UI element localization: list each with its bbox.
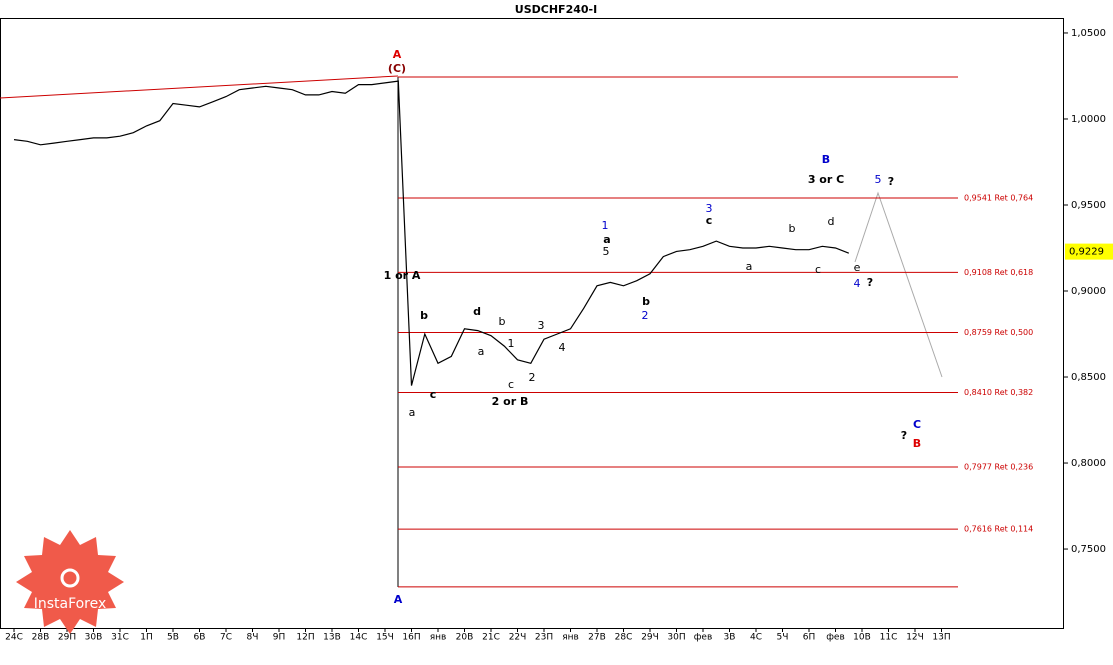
x-tick-label: 23П [535,633,553,643]
wave-label: 1 [508,337,515,350]
x-tick-label: 28В [32,633,50,643]
wave-label: 1 or A [384,269,421,282]
y-tick-label: 1,0500 [1071,28,1106,39]
x-tick-label: 3В [724,633,736,643]
wave-label: b [642,295,650,308]
x-tick-label: 12Ч [906,633,924,643]
wave-label: b [499,315,506,328]
wave-label: a [409,406,416,419]
wave-label: A [393,48,402,61]
retracement-label: 0,8410 Ret 0,382 [964,388,1033,397]
wave-label: c [508,378,514,391]
wave-label: B [822,153,830,166]
projection-line [854,191,943,378]
x-tick-label: фев [826,633,845,643]
x-tick-label: 22Ч [509,633,527,643]
chart-title: USDCHF240-I [515,3,597,16]
wave-label: 2 [529,371,536,384]
wave-label: d [473,305,481,318]
x-tick-label: 5Ч [777,633,789,643]
wave-label: 4 [854,277,861,290]
wave-label: 3 [538,319,545,332]
x-tick-label: 15Ч [376,633,394,643]
wave-label: 2 [642,309,649,322]
x-tick-label: 20В [456,633,474,643]
y-tick-label: 0,9000 [1071,286,1106,297]
x-tick-label: фев [694,633,713,643]
logo-text: InstaForex [34,596,107,612]
retracement-label: 0,7616 Ret 0,114 [964,525,1033,534]
y-tick-label: 0,8500 [1071,372,1106,383]
x-tick-label: 13В [323,633,341,643]
wave-label: 1 [602,219,609,232]
current-price-box [1065,243,1113,260]
wave-label: 5 [875,173,882,186]
x-tick-label: 6В [194,633,206,643]
x-tick-label: янв [430,633,447,643]
y-tick-label: 1,0000 [1071,114,1106,125]
x-tick-label: 21С [482,633,500,643]
y-tick-label: 0,8000 [1071,458,1106,469]
x-tick-label: 14С [350,633,368,643]
logo-icon [60,568,80,588]
x-tick-label: янв [562,633,579,643]
x-tick-label: 6П [803,633,816,643]
x-tick-label: 13П [932,633,950,643]
wave-label: ? [901,429,907,442]
wave-label: 5 [603,245,610,258]
wave-label: ? [888,175,894,188]
wave-label: c [706,214,713,227]
logo-badge [16,530,124,634]
current-price-label: 0,9229 [1069,247,1104,258]
x-tick-label: 5В [167,633,179,643]
x-tick-label: 29П [58,633,76,643]
plot-frame [0,18,1064,629]
wave-label: (C) [388,62,406,75]
wave-label: a [478,345,485,358]
y-tick-label: 0,7500 [1071,544,1106,555]
retracement-label: 0,7977 Ret 0,236 [964,462,1033,471]
wave-label: e [854,261,861,274]
x-tick-label: 29Ч [641,633,659,643]
wave-label: c [430,388,437,401]
x-tick-label: 10В [853,633,871,643]
x-tick-label: 8Ч [247,633,259,643]
x-tick-label: 27В [588,633,606,643]
wave-label: B [913,437,921,450]
wave-label: 4 [559,341,566,354]
retracement-label: 0,9541 Ret 0,764 [964,193,1033,202]
price-line [13,80,850,386]
wave-label: c [815,263,821,276]
x-tick-label: 7С [220,633,232,643]
x-tick-label: 30П [667,633,685,643]
y-tick-label: 0,9500 [1071,200,1106,211]
x-tick-label: 1П [140,633,153,643]
wave-label: a [603,233,610,246]
wave-label: 3 or C [808,173,844,186]
x-tick-label: 16П [402,633,420,643]
wave-label: 2 or B [492,395,529,408]
wave-label: b [420,309,428,322]
x-tick-label: 28С [615,633,633,643]
retracement-label: 0,9108 Ret 0,618 [964,268,1033,277]
x-tick-label: 4С [750,633,762,643]
wave-label: 3 [706,202,713,215]
x-tick-label: 31С [111,633,129,643]
logo: InstaForex [16,530,124,634]
wave-label: C [913,418,921,431]
wave-label: b [789,222,796,235]
x-tick-label: 24С [5,633,23,643]
retracement-label: 0,8759 Ret 0,500 [964,328,1033,337]
wave-label: a [746,260,753,273]
wave-label: ? [867,276,873,289]
x-tick-label: 9П [273,633,286,643]
x-tick-label: 12П [296,633,314,643]
wave-label: A [394,593,403,606]
x-tick-label: 11С [880,633,898,643]
trend-line [0,75,399,99]
wave-label: d [828,215,835,228]
x-tick-label: 30В [85,633,103,643]
